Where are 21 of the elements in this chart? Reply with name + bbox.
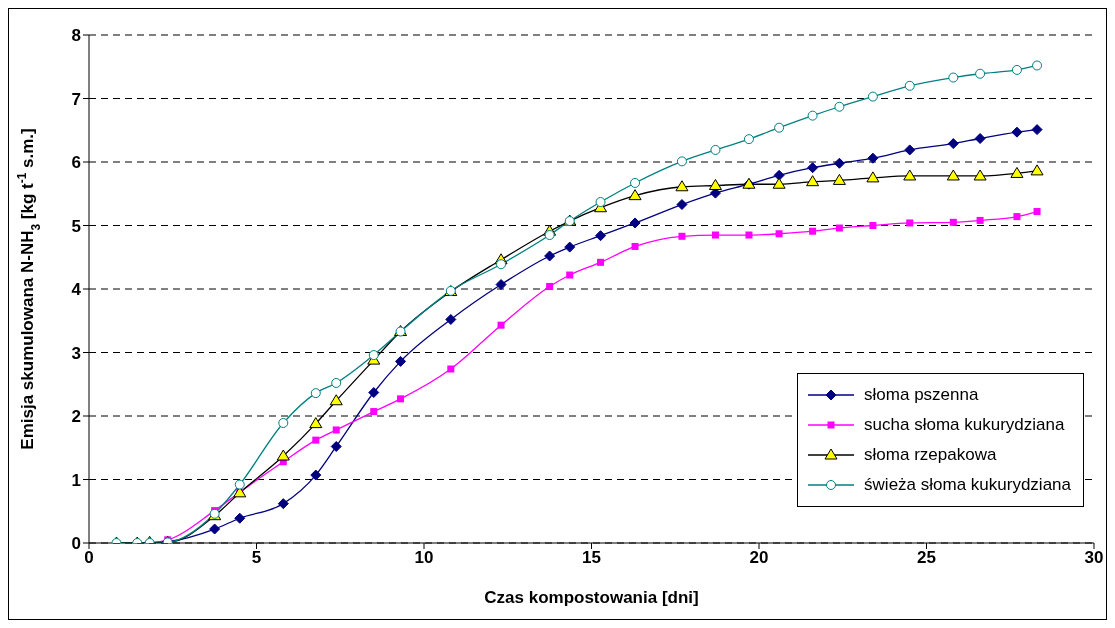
y-tick-label: 0 bbox=[71, 534, 81, 554]
x-tick-label: 5 bbox=[251, 548, 262, 568]
x-tick-label: 15 bbox=[582, 548, 601, 568]
x-tick-label: 10 bbox=[414, 548, 434, 568]
y-tick-label: 1 bbox=[71, 470, 81, 490]
legend-label: świeża słoma kukurydziana bbox=[864, 475, 1071, 495]
y-tick-label: 7 bbox=[71, 89, 81, 109]
x-tick-label: 0 bbox=[84, 548, 94, 568]
x-axis-title: Czas kompostowania [dni] bbox=[484, 588, 699, 607]
y-tick-label: 5 bbox=[71, 216, 81, 236]
y-tick-label: 6 bbox=[71, 153, 81, 173]
legend-label: słoma pszenna bbox=[864, 385, 979, 405]
x-tick-label: 30 bbox=[1084, 548, 1104, 568]
x-tick-label: 20 bbox=[749, 548, 769, 568]
y-tick-label: 8 bbox=[71, 26, 81, 46]
y-tick-label: 4 bbox=[71, 280, 82, 300]
y-tick-label: 3 bbox=[71, 343, 81, 363]
legend-label: sucha słoma kukurydziana bbox=[864, 415, 1065, 435]
legend-label: słoma rzepakowa bbox=[864, 445, 997, 465]
x-tick-label: 25 bbox=[917, 548, 936, 568]
y-tick-label: 2 bbox=[71, 407, 81, 427]
